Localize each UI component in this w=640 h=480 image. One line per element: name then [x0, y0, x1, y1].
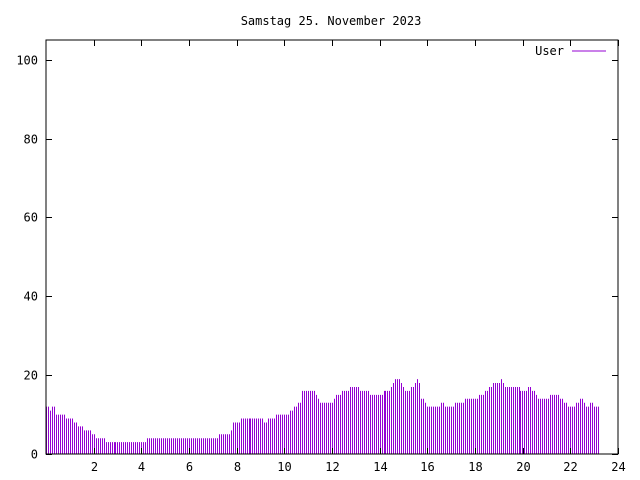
y-tick-label: 20: [24, 369, 38, 383]
chart-title: Samstag 25. November 2023: [241, 14, 422, 28]
legend: User: [535, 44, 606, 58]
x-tick-label: 20: [516, 460, 530, 474]
y-tick-label: 100: [16, 54, 38, 68]
x-tick-label: 22: [563, 460, 577, 474]
y-tick-label: 60: [24, 211, 38, 225]
x-tick-label: 14: [373, 460, 387, 474]
x-tick-label: 16: [420, 460, 434, 474]
x-tick-label: 8: [234, 460, 241, 474]
y-tick-label: 40: [24, 290, 38, 304]
x-tick-label: 24: [611, 460, 625, 474]
x-tick-label: 18: [468, 460, 482, 474]
x-tick-label: 4: [138, 460, 145, 474]
x-tick-label: 6: [186, 460, 193, 474]
y-tick-label: 0: [31, 448, 38, 462]
plot-frame: [45, 39, 619, 455]
x-tick-label: 2: [91, 460, 98, 474]
legend-label-user: User: [535, 44, 564, 58]
y-tick-label: 80: [24, 133, 38, 147]
x-tick-label: 12: [325, 460, 339, 474]
bars-series-user: [46, 379, 599, 454]
x-tick-label: 10: [277, 460, 291, 474]
